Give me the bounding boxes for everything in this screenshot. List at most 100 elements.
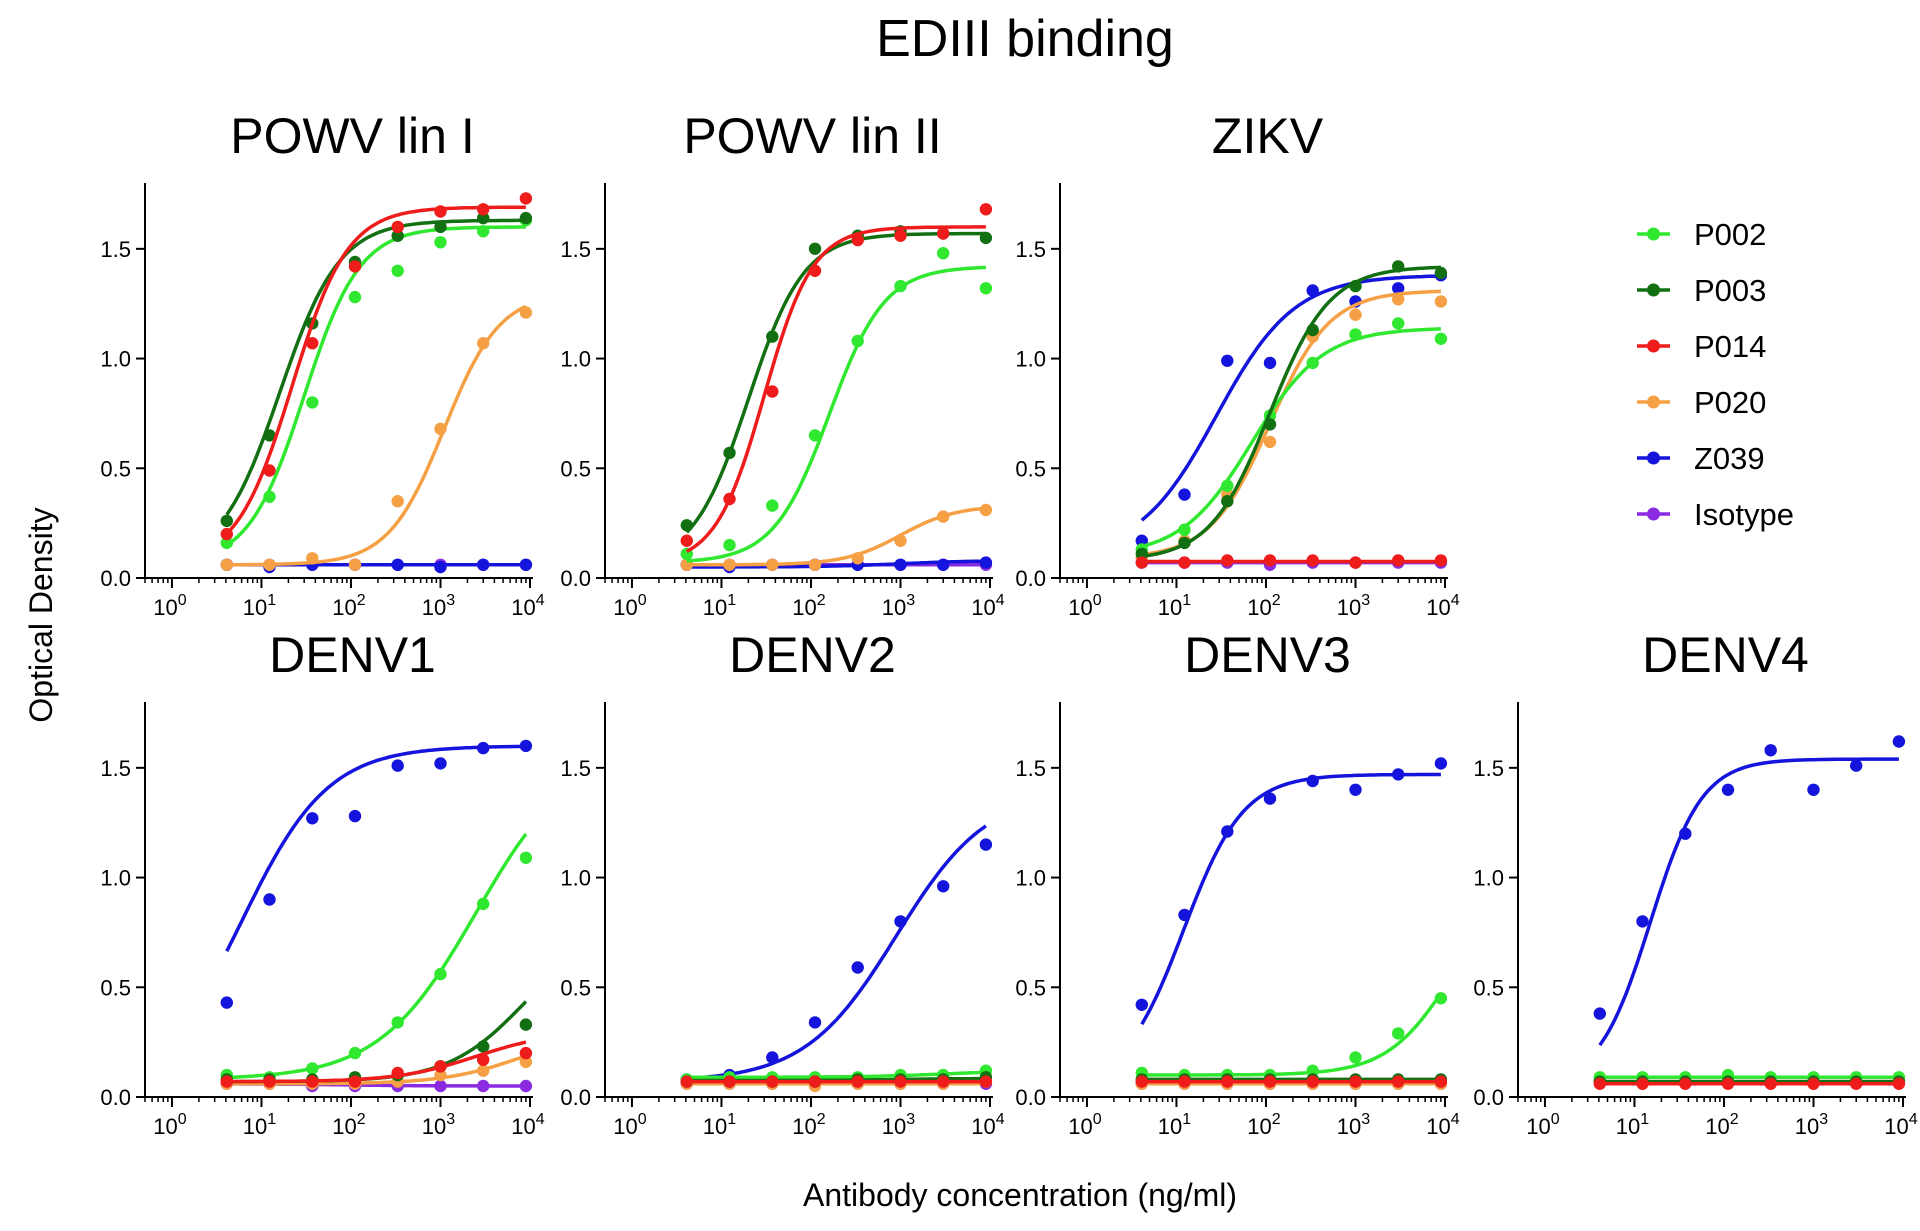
y-tick-label: 1.0 — [1473, 866, 1504, 891]
series-z039 — [1135, 757, 1448, 1026]
data-point-p014 — [937, 227, 950, 240]
legend-entry-z039: Z039 — [1637, 441, 1765, 476]
fit-curve-p002 — [1141, 327, 1441, 549]
x-tick-label: 101 — [1158, 592, 1191, 620]
fit-curve-p003 — [1141, 265, 1441, 559]
panel-title: DENV4 — [1642, 627, 1809, 683]
data-point-z039 — [306, 812, 319, 825]
x-tick-label: 104 — [1426, 1111, 1459, 1139]
data-point-p020 — [1263, 435, 1277, 449]
series-p020 — [680, 503, 993, 571]
data-point-p020 — [391, 495, 404, 508]
data-point-p014 — [434, 205, 447, 218]
panel-powv-lin-ii: POWV lin II 0.0 0.5 1.0 1.5 100 101 102 103 104 — [560, 108, 1004, 620]
data-point-p003 — [1392, 260, 1405, 273]
y-tick-label: 1.0 — [100, 866, 131, 891]
fit-curve-p003 — [225, 218, 526, 516]
data-point-p014 — [1349, 1075, 1362, 1088]
fit-curve-z039 — [225, 744, 526, 952]
data-point-p014 — [306, 1075, 319, 1088]
data-point-p014 — [519, 192, 533, 205]
series-p003 — [220, 211, 533, 528]
series-z039 — [1593, 735, 1906, 1047]
data-point-p020 — [477, 1064, 490, 1077]
x-tick-label: 103 — [422, 1111, 455, 1139]
x-tick-label: 100 — [613, 592, 646, 620]
data-point-p003 — [477, 211, 490, 225]
data-point-p002 — [434, 236, 447, 249]
fit-curve-z039 — [686, 824, 987, 1081]
x-tick-label: 102 — [1705, 1111, 1738, 1139]
data-point-p002 — [391, 264, 404, 277]
legend-swatch-marker — [1647, 227, 1660, 241]
series-p002 — [220, 214, 533, 550]
panel-denv3: DENV3 0.0 0.5 1.0 1.5 100 101 102 103 104 — [1015, 627, 1459, 1139]
legend-entry-p002: P002 — [1637, 217, 1766, 252]
x-tick-label: 102 — [792, 592, 825, 620]
data-point-z039 — [1221, 354, 1234, 367]
legend-swatch-marker — [1647, 283, 1660, 297]
data-point-p002 — [1392, 317, 1405, 330]
data-point-p003 — [808, 242, 822, 255]
data-point-z039 — [1306, 774, 1319, 788]
series-p014 — [220, 1040, 533, 1088]
x-tick-label: 103 — [882, 592, 915, 620]
data-point-p003 — [1263, 418, 1277, 431]
data-point-z039 — [1764, 744, 1777, 757]
data-point-z039 — [391, 759, 404, 772]
data-point-p002 — [348, 290, 362, 304]
data-point-z039 — [937, 558, 950, 571]
x-axis-label: Antibody concentration (ng/ml) — [803, 1177, 1237, 1213]
x-tick-label: 102 — [332, 592, 365, 620]
x-tick-label: 102 — [792, 1111, 825, 1139]
data-point-p014 — [723, 492, 736, 506]
x-tick-label: 100 — [613, 1111, 646, 1139]
data-point-p020 — [263, 558, 276, 571]
x-tick-label: 102 — [1247, 592, 1280, 620]
data-point-p014 — [1178, 556, 1191, 569]
y-tick-label: 0.5 — [560, 456, 591, 481]
data-point-z039 — [766, 1051, 779, 1064]
data-point-p014 — [1263, 1075, 1277, 1088]
data-point-p002 — [1392, 1027, 1405, 1040]
data-point-isotype — [434, 1079, 447, 1093]
data-point-p014 — [477, 1053, 490, 1066]
data-point-p002 — [1306, 356, 1319, 370]
data-point-p003 — [477, 1040, 490, 1053]
data-point-p014 — [894, 229, 907, 242]
data-point-p003 — [220, 514, 233, 528]
panel-denv1: DENV1 0.0 0.5 1.0 1.5 100 101 102 103 104 — [100, 627, 544, 1139]
data-point-p020 — [1434, 295, 1448, 308]
panel-zikv: ZIKV 0.0 0.5 1.0 1.5 100 101 102 103 104 — [1015, 108, 1459, 620]
fit-curve-p014 — [226, 1040, 527, 1084]
data-point-p020 — [477, 337, 490, 350]
data-point-p014 — [808, 1075, 822, 1088]
data-point-p014 — [391, 1066, 404, 1080]
data-point-p002 — [979, 282, 993, 295]
series-z039 — [220, 739, 533, 1009]
data-point-p014 — [306, 337, 319, 350]
legend-entry-p020: P020 — [1637, 385, 1766, 420]
y-tick-label: 0.0 — [1015, 1085, 1046, 1110]
panel-title: DENV2 — [729, 627, 896, 683]
legend-swatch-marker — [1647, 395, 1660, 409]
data-point-p003 — [979, 231, 993, 245]
data-point-p014 — [1679, 1077, 1692, 1091]
data-point-p014 — [680, 1075, 693, 1088]
series-p020 — [220, 304, 533, 571]
data-point-p002 — [766, 499, 779, 512]
fit-curve-p003 — [685, 231, 986, 534]
data-point-p020 — [808, 558, 822, 571]
x-tick-label: 104 — [511, 592, 544, 620]
data-point-z039 — [1392, 282, 1405, 295]
data-point-p014 — [1593, 1077, 1607, 1091]
data-point-p003 — [519, 1018, 533, 1031]
series-z039 — [680, 824, 993, 1086]
data-point-z039 — [1135, 998, 1149, 1011]
fit-curve-p014 — [225, 205, 526, 535]
data-point-p002 — [1306, 1064, 1319, 1077]
panel-title: POWV lin II — [683, 108, 941, 164]
series-p014 — [680, 203, 993, 553]
data-point-p014 — [1636, 1077, 1649, 1091]
data-point-p003 — [1135, 547, 1149, 561]
